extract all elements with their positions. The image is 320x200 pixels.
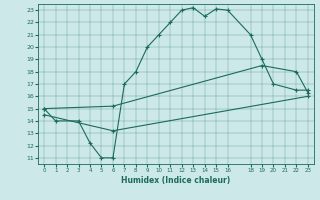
- X-axis label: Humidex (Indice chaleur): Humidex (Indice chaleur): [121, 176, 231, 185]
